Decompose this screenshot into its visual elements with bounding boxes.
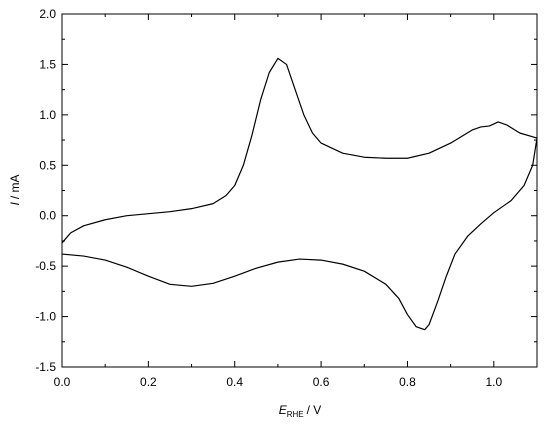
y-tick-label: 1.0 [39, 108, 56, 122]
y-tick-label: -1.5 [35, 360, 56, 374]
x-tick-label: 0.6 [313, 375, 330, 389]
x-label-symbol: E [279, 403, 288, 417]
y-tick-label: 2.0 [39, 7, 56, 21]
plot-frame [61, 13, 538, 368]
y-tick-label: 1.5 [39, 57, 56, 71]
y-label-symbol: I [8, 202, 22, 206]
cv-curve [61, 57, 538, 331]
x-label-subscript: RHE [287, 410, 304, 419]
x-tick-label: 0.8 [399, 375, 416, 389]
y-tick-label: 0.5 [39, 158, 56, 172]
y-tick-label: 0.0 [39, 209, 56, 223]
x-tick-label: 1.0 [485, 375, 502, 389]
x-tick-label: 0.4 [226, 375, 243, 389]
y-tick-label: -1.0 [35, 310, 56, 324]
y-tick-label: -0.5 [35, 259, 56, 273]
x-axis-label: ERHE / V [279, 403, 322, 419]
x-label-unit: / V [307, 403, 322, 417]
x-tick-label: 0.0 [54, 375, 71, 389]
y-axis-label: I / mA [8, 174, 22, 205]
y-label-unit: / mA [8, 174, 22, 199]
x-tick-label: 0.2 [140, 375, 157, 389]
